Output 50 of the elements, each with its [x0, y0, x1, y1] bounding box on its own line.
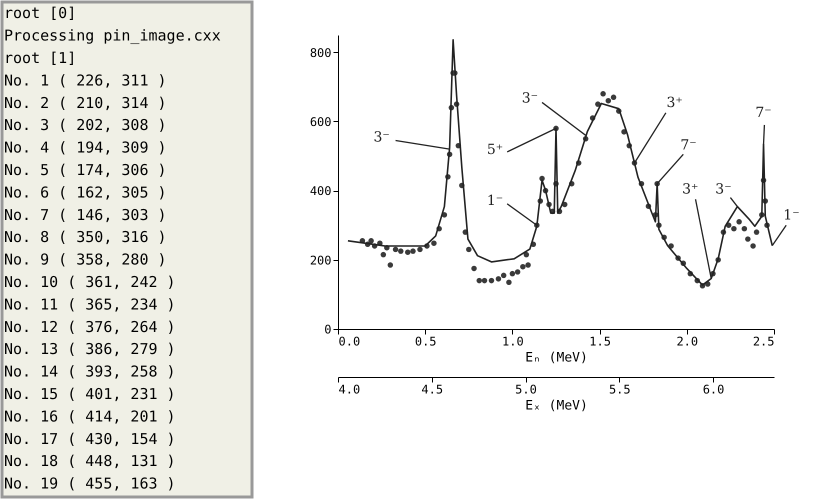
annotation: 3⁻ — [522, 90, 538, 106]
x-axis-title: Eₙ (MeV) — [525, 350, 588, 366]
text: No. 6 ( 162, 305 ) — [4, 183, 167, 202]
text: root [1] — [4, 48, 76, 67]
text: No. 13 ( 386, 279 ) — [4, 340, 176, 358]
x2-tick-label: 6.0 — [702, 382, 724, 396]
annotation: 7⁻ — [680, 137, 697, 154]
x-tick-label: 2.0 — [676, 334, 698, 348]
text: No. 5 ( 174, 306 ) — [4, 160, 167, 179]
text: No. 12 ( 376, 264 ) — [4, 318, 176, 336]
text: No. 14 ( 393, 258 ) — [4, 362, 176, 381]
text: No. 8 ( 350, 316 ) — [4, 228, 167, 246]
text: No. 10 ( 361, 242 ) — [4, 272, 176, 291]
text: root [0] — [4, 4, 76, 22]
x2-tick-label: 4.0 — [338, 382, 360, 396]
x2-tick-label: 5.5 — [608, 382, 631, 396]
y-tick-label: 0 — [324, 322, 332, 336]
x-tick-label: 1.0 — [502, 334, 524, 348]
x-tick-label: 1.5 — [589, 334, 611, 348]
y-tick-label: 800 — [310, 46, 332, 60]
y-tick-label: 600 — [310, 114, 332, 129]
x2-tick-label: 4.5 — [421, 382, 444, 396]
annotation: 1⁻ — [783, 208, 800, 224]
text: No. 16 ( 414, 201 ) — [4, 407, 176, 426]
annotation: 3⁺ — [682, 181, 698, 198]
annotation: 3⁻ — [715, 181, 732, 198]
text: No. 7 ( 146, 303 ) — [4, 206, 167, 224]
text: No. 9 ( 358, 280 ) — [4, 250, 167, 269]
x2-axis-title: Eₓ (MeV) — [525, 398, 588, 414]
x-tick-label: 0.5 — [414, 334, 437, 348]
text: No. 15 ( 401, 231 ) — [4, 384, 176, 403]
text: No. 2 ( 210, 314 ) — [4, 94, 167, 112]
text: Processing pin_image.cxx — [4, 26, 221, 45]
text: No. 17 ( 430, 154 ) — [4, 430, 176, 448]
text: No. 11 ( 365, 234 ) — [4, 295, 176, 314]
text: No. 1 ( 226, 311 ) — [4, 71, 167, 90]
text: No. 3 ( 202, 308 ) — [4, 116, 167, 134]
x-tick-label: 2.5 — [752, 334, 774, 348]
annotation: 3⁺ — [666, 95, 683, 112]
x-tick-label: 0.0 — [338, 334, 360, 348]
annotation: 5⁺ — [486, 142, 504, 158]
text: No. 18 ( 448, 131 ) — [4, 452, 176, 470]
annotation: 3⁻ — [373, 129, 390, 146]
y-tick-label: 200 — [310, 253, 332, 268]
text: No. 4 ( 194, 309 ) — [4, 138, 167, 157]
y-tick-label: 400 — [310, 184, 332, 198]
annotation: 7⁻ — [755, 105, 772, 122]
x2-tick-label: 5.0 — [515, 382, 537, 396]
text: No. 19 ( 455, 163 ) — [4, 474, 176, 493]
annotation: 1⁻ — [486, 193, 504, 210]
